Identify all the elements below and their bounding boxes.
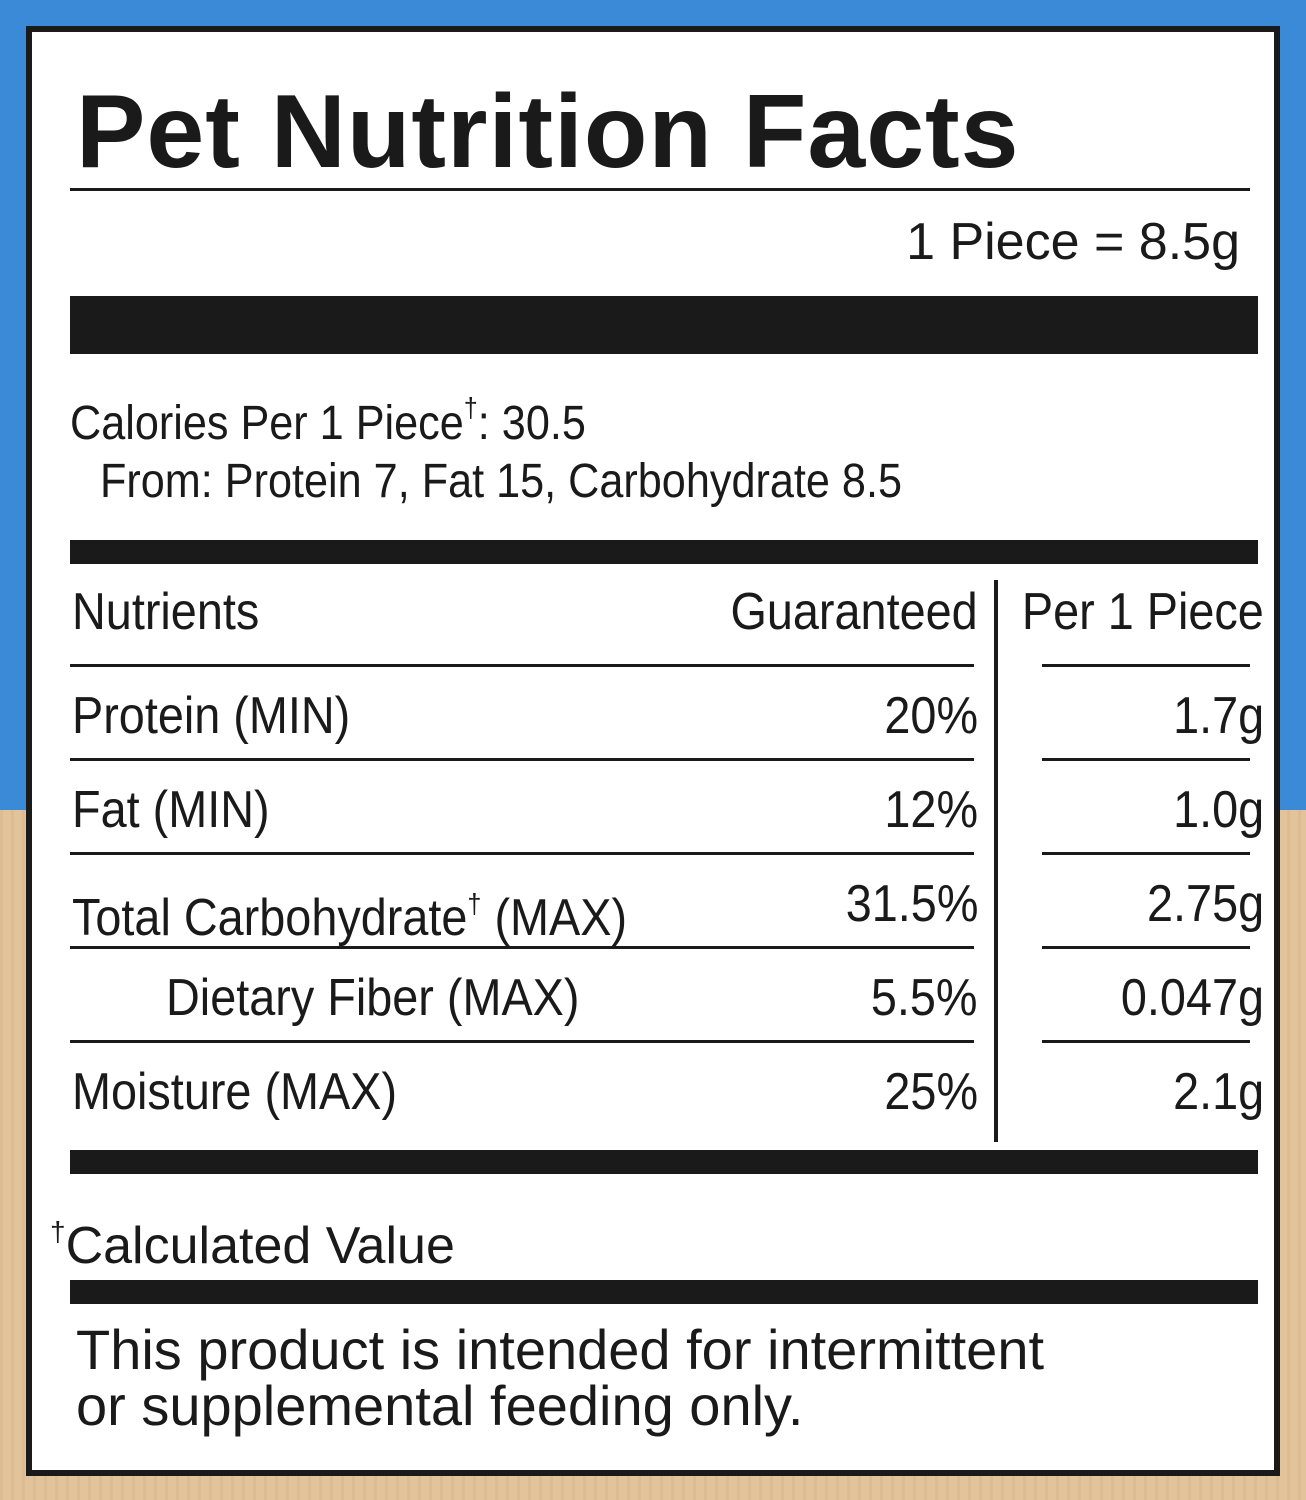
- disclaimer-line-1: This product is intended for intermitten…: [76, 1318, 1045, 1381]
- header-nutrients: Nutrients: [72, 583, 260, 641]
- row-rule: [1042, 664, 1250, 667]
- nutrient-suffix: (MAX): [481, 889, 628, 947]
- nutrient-guaranteed: 25%: [884, 1063, 978, 1121]
- nutrient-per-piece: 2.1g: [1172, 1063, 1264, 1121]
- calories-label: Calories Per 1 Piece: [70, 397, 464, 450]
- row-rule: [1042, 946, 1250, 949]
- disclaimer-line-2: or supplemental feeding only.: [76, 1374, 804, 1437]
- nutrient-per-piece: 2.75g: [1146, 875, 1264, 933]
- title-rule: [70, 188, 1250, 191]
- row-rule: [70, 758, 974, 761]
- row-rule: [1042, 852, 1250, 855]
- thick-rule-calories: [70, 540, 1258, 564]
- calories-line: Calories Per 1 Piece†: 30.5: [70, 380, 586, 452]
- row-rule: [1042, 758, 1250, 761]
- nutrient-dagger: †: [467, 888, 482, 919]
- nutrient-guaranteed: 5.5%: [871, 969, 978, 1027]
- footnote-dagger: †: [50, 1216, 66, 1247]
- serving-size: 1 Piece = 8.5g: [906, 213, 1240, 271]
- nutrient-name-total-carbohydrate: Total Carbohydrate† (MAX): [72, 874, 627, 948]
- disclaimer: This product is intended for intermitten…: [76, 1322, 1044, 1434]
- nutrient-per-piece: 0.047g: [1120, 969, 1264, 1027]
- column-divider: [994, 580, 998, 1142]
- nutrient-guaranteed: 31.5%: [845, 875, 978, 933]
- nutrient-guaranteed: 12%: [884, 781, 978, 839]
- header-per-piece: Per 1 Piece: [1022, 583, 1264, 641]
- thick-rule-table-bottom: [70, 1150, 1258, 1174]
- nutrient-name: Protein (MIN): [72, 687, 351, 745]
- nutrient-name: Dietary Fiber (MAX): [166, 969, 580, 1027]
- nutrient-guaranteed: 20%: [884, 687, 978, 745]
- row-rule: [70, 852, 974, 855]
- nutrient-name: Fat (MIN): [72, 781, 270, 839]
- footnote: †Calculated Value: [50, 1202, 455, 1276]
- thick-rule-footnote: [70, 1280, 1258, 1304]
- calories-value: : 30.5: [477, 397, 586, 450]
- nutrient-name: Total Carbohydrate: [72, 889, 468, 947]
- row-rule: [70, 946, 974, 949]
- label-title: Pet Nutrition Facts: [76, 74, 1020, 190]
- nutrient-per-piece: 1.0g: [1172, 781, 1264, 839]
- header-guaranteed: Guaranteed: [730, 583, 978, 641]
- footnote-text: Calculated Value: [65, 1217, 455, 1275]
- row-rule: [70, 1040, 974, 1043]
- calories-breakdown: From: Protein 7, Fat 15, Carbohydrate 8.…: [100, 455, 902, 508]
- row-rule: [70, 664, 974, 667]
- row-rule: [1042, 1040, 1250, 1043]
- nutrition-facts-panel: Pet Nutrition Facts 1 Piece = 8.5g Calor…: [26, 26, 1280, 1476]
- nutrient-name: Moisture (MAX): [72, 1063, 398, 1121]
- thick-bar-top: [70, 296, 1258, 354]
- nutrient-per-piece: 1.7g: [1172, 687, 1264, 745]
- calories-dagger: †: [463, 392, 478, 423]
